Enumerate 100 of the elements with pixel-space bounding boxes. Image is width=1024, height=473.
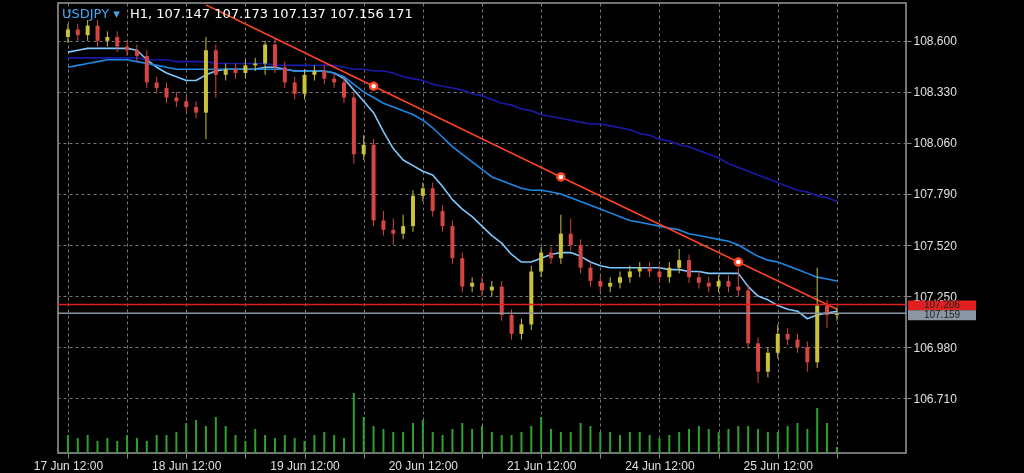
bar [707,429,710,453]
bar [786,426,789,453]
bar [185,423,188,453]
bar [609,432,612,453]
bar [362,417,365,453]
candlestick [322,64,327,85]
bar [175,432,178,453]
x-tick-label: 25 Jun 12:00 [743,458,814,473]
bar [550,429,553,453]
bar [76,438,79,453]
bar [411,423,414,453]
bar [195,420,198,453]
bar [737,426,740,453]
candlestick [263,40,268,76]
candlestick [134,44,139,63]
bar [106,438,109,453]
candlestick [95,19,100,47]
bar [757,429,760,453]
bar [697,426,700,453]
bar [471,429,474,453]
bar [126,435,129,453]
candlestick [470,276,475,293]
candlestick [85,19,90,42]
bar [717,432,720,453]
bar [204,426,207,453]
candlestick [194,100,199,119]
candlestick [667,261,672,284]
bar [382,429,385,453]
bar [293,438,296,453]
chart-title: USDJPY ▾ [62,6,121,21]
bar [747,426,750,453]
bar [530,426,533,453]
candlestick [588,261,593,288]
bar [313,435,316,453]
bar [461,423,464,453]
bar [648,435,651,453]
bar [441,435,444,453]
candlestick [420,182,425,203]
bar [451,429,454,453]
candlestick [805,340,810,373]
bar [816,408,819,453]
bar [678,432,681,453]
bar [510,435,513,453]
point [368,81,379,91]
candlestick [578,238,583,274]
candlestick [440,204,445,233]
bar [402,432,405,453]
candlestick [696,270,701,289]
candlestick [65,23,70,44]
candlestick [627,265,632,284]
x-tick-label: 24 Jun 12:00 [625,458,695,473]
bar [579,423,582,453]
candlestick [292,76,297,100]
bar [254,429,257,453]
bar [421,420,424,453]
x-tick-label: 19 Jun 12:00 [270,458,341,473]
bar [776,432,779,453]
bar [835,447,838,453]
bar [481,426,483,453]
candlestick [618,270,623,289]
bar [392,432,395,453]
bar [283,435,286,453]
x-tick-label: 17 Jun 12:00 [33,458,104,473]
candlestick [125,40,130,57]
x-tick-label: 21 Jun 12:00 [506,458,577,473]
candlestick [381,210,386,237]
bar [303,441,306,453]
x-tick-label: 18 Jun 12:00 [152,458,222,473]
candlestick [519,318,524,341]
bar [628,432,631,453]
y-tick-label: 106.710 [913,391,958,406]
point [556,172,566,182]
y-tick-label: 107.520 [913,238,958,253]
bar [589,426,592,453]
candlestick [687,253,692,284]
bar [796,423,799,453]
candlestick [272,38,277,74]
bar [540,417,543,453]
ref-line-label: 107.159 [923,309,961,321]
x-tick-label: 20 Jun 12:00 [388,458,459,473]
bar [727,429,730,453]
candlestick [361,134,366,161]
bar [520,432,523,453]
bar [234,435,237,453]
bar [559,432,562,453]
bar [826,423,829,453]
candlestick [164,81,169,104]
bar [500,435,503,453]
y-tick-label: 108.060 [913,136,958,151]
bar [342,438,345,453]
bar [155,435,158,453]
y-tick-label: 107.790 [913,187,958,202]
candlestick [568,218,573,252]
candlestick [765,346,770,378]
bar [372,426,375,453]
bar [165,435,168,453]
bar [658,438,661,453]
candlestick [391,218,396,246]
candlestick [243,59,248,80]
bar [244,441,247,453]
